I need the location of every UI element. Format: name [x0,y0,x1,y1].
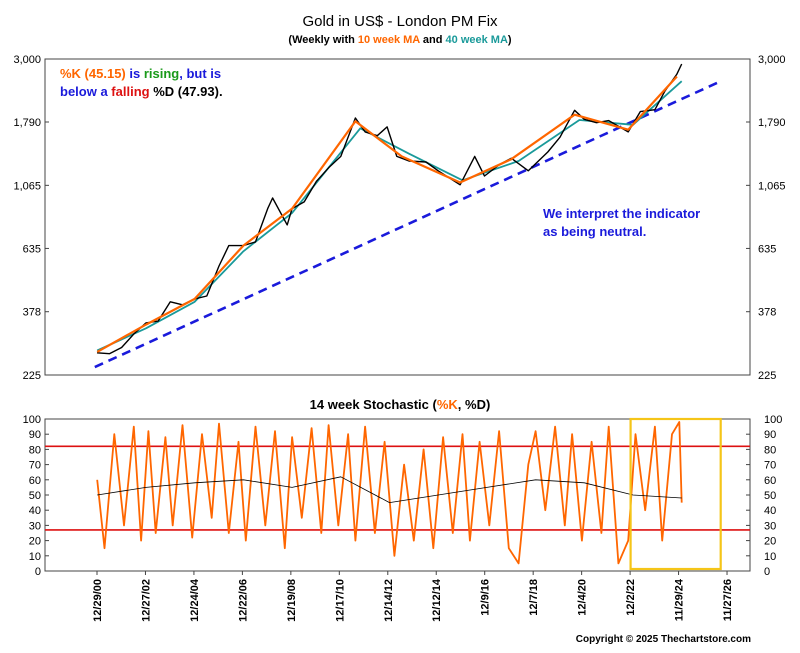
price-axes: 3,000 3,000 1,790 1,790 1,065 1,065 635 635 378 3… [13,54,785,382]
stoch-ytick-label-right: 40 [764,505,776,517]
price-ytick-label-left: 635 [23,243,41,255]
ma10-line [96,75,678,353]
stoch-ytick-label-left: 70 [29,460,41,472]
price-ytick-label-right: 1,790 [758,117,786,129]
stoch-title-k: %K [437,397,459,412]
stoch-ytick-label-left: 20 [29,536,41,548]
date-tick-label: 12/14/12 [383,579,395,622]
price-ytick-label-right: 635 [758,243,776,255]
annotation-but: , but is [179,66,221,81]
stoch-ytick-label-left: 80 [29,444,41,456]
price-ytick-label-left: 225 [23,370,41,382]
annotation-interpret-line1: We interpret the indicator [543,206,700,221]
stoch-ytick-label-left: 90 [29,429,41,441]
stoch-title-d: %D [465,397,486,412]
stoch-ytick-label-right: 100 [764,414,782,426]
stoch-title-prefix: 14 week Stochastic ( [310,397,438,412]
stoch-ytick-label-left: 40 [29,505,41,517]
date-tick-label: 12/12/14 [431,578,443,622]
stoch-title-mid: , [458,397,465,412]
price-ytick-label-right: 225 [758,370,776,382]
price-ytick-label-right: 3,000 [758,54,786,66]
stoch-ytick-label-right: 60 [764,475,776,487]
support-trendline [94,80,722,369]
stochastic-series [96,417,722,571]
annotation-status-line1: %K (45.15) is rising, but is [60,66,221,81]
date-tick-label: 12/29/00 [92,579,104,622]
date-tick-label: 12/22/06 [237,579,249,622]
date-tick-label: 12/7/18 [528,579,540,616]
price-ytick-label-left: 3,000 [13,54,41,66]
date-axis: 12/29/00 12/27/02 12/24/04 12/22/06 12/19/08… [92,571,734,622]
annotation-k: %K (45.15) [60,66,126,81]
date-tick-label: 12/24/04 [189,578,201,622]
price-series [94,63,722,369]
stochastic-k-line [96,421,683,565]
stoch-ytick-label-right: 90 [764,429,776,441]
subtitle-ma40: 40 week MA [446,34,508,46]
price-ytick-label-right: 1,065 [758,180,786,192]
stoch-ytick-label-left: 100 [23,414,41,426]
stochastic-plot-frame [44,418,751,572]
annotation-is: is [126,66,144,81]
annotation-d: %D (47.93). [150,84,223,99]
annotation-rising: rising [144,66,179,81]
subtitle-prefix: (Weekly with [288,34,357,46]
stoch-ytick-label-left: 0 [35,566,41,578]
price-ytick-label-left: 1,790 [13,117,41,129]
date-tick-label: 12/4/20 [577,579,589,616]
price-plot-frame [44,58,751,376]
stoch-ytick-label-left: 60 [29,475,41,487]
subtitle-ma10: 10 week MA [358,34,420,46]
stochastic-d-line [97,476,682,504]
stoch-title-suffix: ) [486,397,490,412]
stoch-ytick-label-right: 80 [764,444,776,456]
annotation-interpret-line2: as being neutral. [543,224,646,239]
stoch-ytick-label-right: 50 [764,490,776,502]
stoch-ytick-label-right: 20 [764,536,776,548]
annotation-below: below a [60,84,111,99]
stoch-ytick-label-right: 0 [764,566,770,578]
stochastic-title: 14 week Stochastic (%K, %D) [310,397,491,412]
subtitle-mid: and [420,34,446,46]
recent-period-highlight [629,417,722,571]
date-tick-label: 12/9/16 [480,579,492,616]
date-tick-label: 11/27/26 [722,579,734,621]
date-tick-label: 11/29/24 [674,578,686,621]
date-tick-label: 12/19/08 [286,579,298,622]
stoch-ytick-label-left: 10 [29,551,41,563]
copyright-text: Copyright © 2025 Thechartstore.com [576,634,751,645]
annotation-falling: falling [111,84,149,99]
price-ytick-label-left: 378 [23,307,41,319]
annotation-status-line2: below a falling %D (47.93). [60,84,223,99]
chart-title: Gold in US$ - London PM Fix [302,13,498,30]
stoch-ytick-label-left: 50 [29,490,41,502]
stoch-ytick-label-right: 70 [764,460,776,472]
price-ytick-label-left: 1,065 [13,180,41,192]
date-tick-label: 12/27/02 [140,579,152,622]
price-ytick-label-right: 378 [758,307,776,319]
date-tick-label: 12/2/22 [625,579,637,616]
stoch-ytick-label-left: 30 [29,520,41,532]
stoch-ytick-label-right: 10 [764,551,776,563]
subtitle-suffix: ) [508,34,512,46]
stoch-ytick-label-right: 30 [764,520,776,532]
date-tick-label: 12/17/10 [334,579,346,622]
chart-subtitle: (Weekly with 10 week MA and 40 week MA) [288,34,512,46]
